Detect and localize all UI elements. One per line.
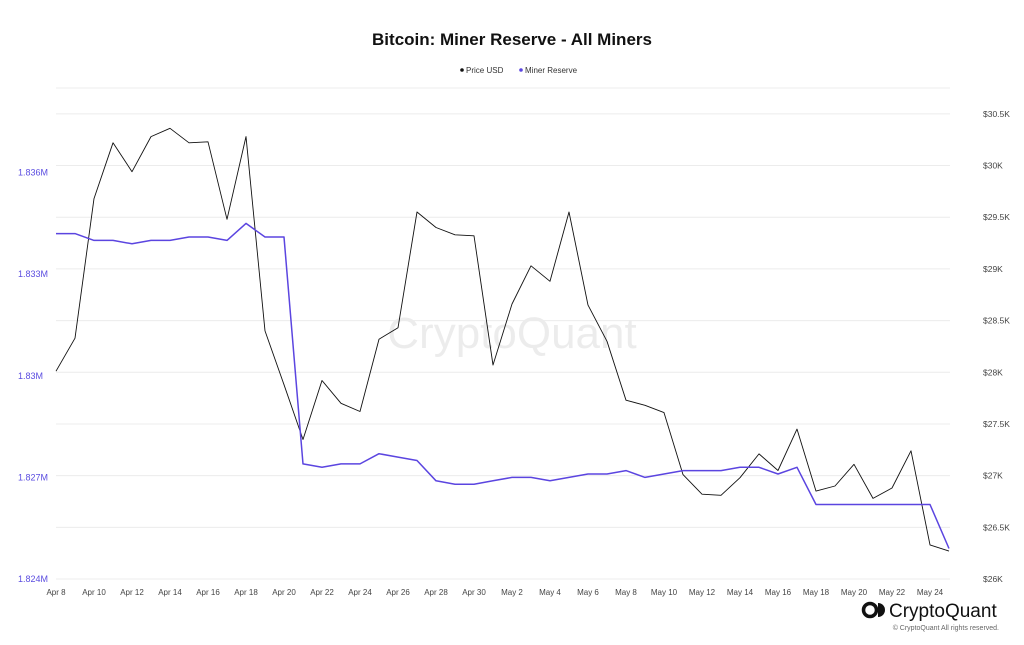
right-tick-label: $28.5K <box>983 316 1010 326</box>
legend: Price USD Miner Reserve <box>460 66 578 75</box>
x-tick-label: May 12 <box>689 588 716 597</box>
x-tick-label: Apr 20 <box>272 588 296 597</box>
x-tick-label: Apr 26 <box>386 588 410 597</box>
left-tick-label: 1.83M <box>18 371 43 381</box>
legend-item-price[interactable]: Price USD <box>460 66 504 75</box>
x-tick-label: Apr 30 <box>462 588 486 597</box>
legend-label-price: Price USD <box>466 66 504 75</box>
right-tick-label: $29K <box>983 264 1003 274</box>
series-line-miner-reserve <box>56 222 950 549</box>
watermark: CryptoQuant <box>387 309 636 358</box>
right-axis-ticks: $26K $26.5K $27K $27.5K $28K $28.5K $29K $29.5K… <box>983 109 1010 584</box>
legend-marker-price <box>460 68 464 72</box>
x-tick-label: May 14 <box>727 588 754 597</box>
legend-item-miner-reserve[interactable]: Miner Reserve <box>519 66 578 75</box>
left-tick-label: 1.836M <box>18 168 48 178</box>
x-tick-label: May 2 <box>501 588 523 597</box>
x-tick-label: Apr 8 <box>46 588 66 597</box>
x-tick-label: Apr 22 <box>310 588 334 597</box>
left-tick-label: 1.833M <box>18 269 48 279</box>
right-tick-label: $29.5K <box>983 212 1010 222</box>
chart-title: Bitcoin: Miner Reserve - All Miners <box>372 30 652 49</box>
x-tick-label: Apr 12 <box>120 588 144 597</box>
x-tick-label: May 6 <box>577 588 599 597</box>
right-tick-label: $26.5K <box>983 522 1010 532</box>
right-tick-label: $30K <box>983 161 1003 171</box>
right-tick-label: $26K <box>983 574 1003 584</box>
series-line-price-usd <box>55 127 950 552</box>
x-tick-label: May 20 <box>841 588 868 597</box>
cryptoquant-logo-icon <box>861 601 885 619</box>
x-tick-label: May 10 <box>651 588 678 597</box>
x-axis-ticks: Apr 8 Apr 10 Apr 12 Apr 14 Apr 16 Apr 18 Apr 2… <box>46 588 943 597</box>
series-lines <box>55 127 950 552</box>
left-tick-label: 1.827M <box>18 472 48 482</box>
x-tick-label: Apr 28 <box>424 588 448 597</box>
x-tick-label: Apr 24 <box>348 588 372 597</box>
brand-logo: CryptoQuant © CryptoQuant All rights res… <box>861 601 999 632</box>
left-axis-ticks: 1.824M 1.827M 1.83M 1.833M 1.836M <box>18 168 48 584</box>
copyright-text: © CryptoQuant All rights reserved. <box>893 624 999 632</box>
x-tick-label: Apr 16 <box>196 588 220 597</box>
x-tick-label: May 24 <box>917 588 944 597</box>
x-tick-label: May 22 <box>879 588 906 597</box>
x-tick-label: Apr 10 <box>82 588 106 597</box>
legend-label-miner-reserve: Miner Reserve <box>525 66 578 75</box>
right-tick-label: $27K <box>983 471 1003 481</box>
x-tick-label: May 18 <box>803 588 830 597</box>
x-tick-label: May 4 <box>539 588 561 597</box>
right-tick-label: $27.5K <box>983 419 1010 429</box>
x-tick-label: May 16 <box>765 588 792 597</box>
x-tick-label: May 8 <box>615 588 637 597</box>
right-tick-label: $30.5K <box>983 109 1010 119</box>
legend-marker-miner-reserve <box>519 68 523 72</box>
x-tick-label: Apr 18 <box>234 588 258 597</box>
x-tick-label: Apr 14 <box>158 588 182 597</box>
grid-lines <box>56 87 950 580</box>
right-tick-label: $28K <box>983 367 1003 377</box>
brand-name: CryptoQuant <box>889 601 997 622</box>
left-tick-label: 1.824M <box>18 574 48 584</box>
